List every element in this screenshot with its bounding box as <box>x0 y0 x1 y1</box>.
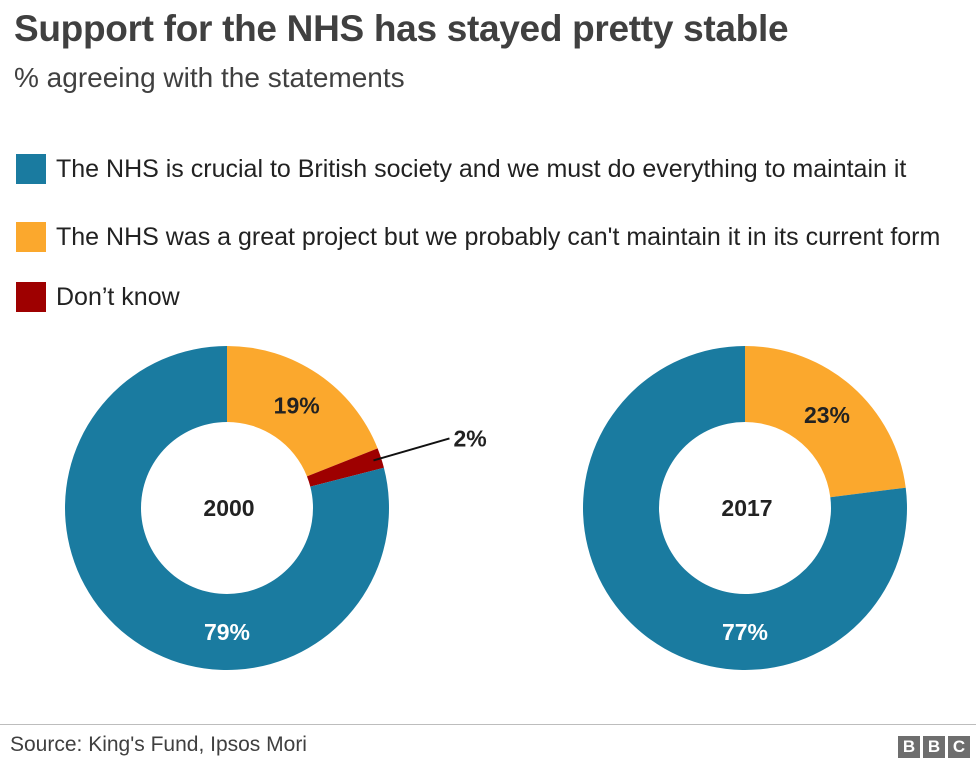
donut-2000-slice-crucial <box>65 346 390 670</box>
legend-label-great-project: The NHS was a great project but we proba… <box>56 222 941 251</box>
donut-2000-label-crucial: 79% <box>204 619 250 645</box>
legend-swatch-great-project <box>16 222 46 252</box>
chart-title: Support for the NHS has stayed pretty st… <box>14 8 789 49</box>
donut-2017-slice-great-project <box>745 346 906 498</box>
legend-item-great-project: The NHS was a great project but we proba… <box>16 222 940 252</box>
donut-2000-slice-dont-know <box>306 448 384 487</box>
donut-2000-slice-great-project <box>227 346 378 477</box>
footer-divider <box>0 724 976 725</box>
legend-item-crucial: The NHS is crucial to British society an… <box>16 154 906 184</box>
donut-2017-slice-crucial <box>583 346 908 670</box>
legend-swatch-crucial <box>16 154 46 184</box>
logo-letter-b1: B <box>902 737 916 756</box>
logo-box-b1: B <box>898 736 920 758</box>
logo-box-b2: B <box>923 736 945 758</box>
legend-swatch-dont-know <box>16 282 46 312</box>
logo-letter-b2: B <box>927 737 941 756</box>
source-note: Source: King's Fund, Ipsos Mori <box>10 733 307 756</box>
donut-2017-label-great-project: 23% <box>804 402 850 428</box>
donut-2017-label-crucial: 77% <box>722 619 768 645</box>
donut-2000-label-great-project: 19% <box>274 392 320 418</box>
donut-2000-label-dont-know: 2% <box>453 425 486 451</box>
legend-label-dont-know: Don’t know <box>56 282 180 311</box>
logo-box-c: C <box>948 736 970 758</box>
donut-2000-center-label: 2000 <box>203 495 254 521</box>
chart-subtitle: % agreeing with the statements <box>14 62 405 93</box>
donut-2017-center-label: 2017 <box>721 495 772 521</box>
donut-2000-leader-line <box>373 437 450 462</box>
legend-label-crucial: The NHS is crucial to British society an… <box>56 154 907 183</box>
donut-charts: 19% 2% 79% 2000 23% 77% 2017 <box>65 346 908 670</box>
logo-letter-c: C <box>952 737 966 756</box>
legend-item-dont-know: Don’t know <box>16 282 180 312</box>
bbc-logo: B B C <box>898 736 970 758</box>
